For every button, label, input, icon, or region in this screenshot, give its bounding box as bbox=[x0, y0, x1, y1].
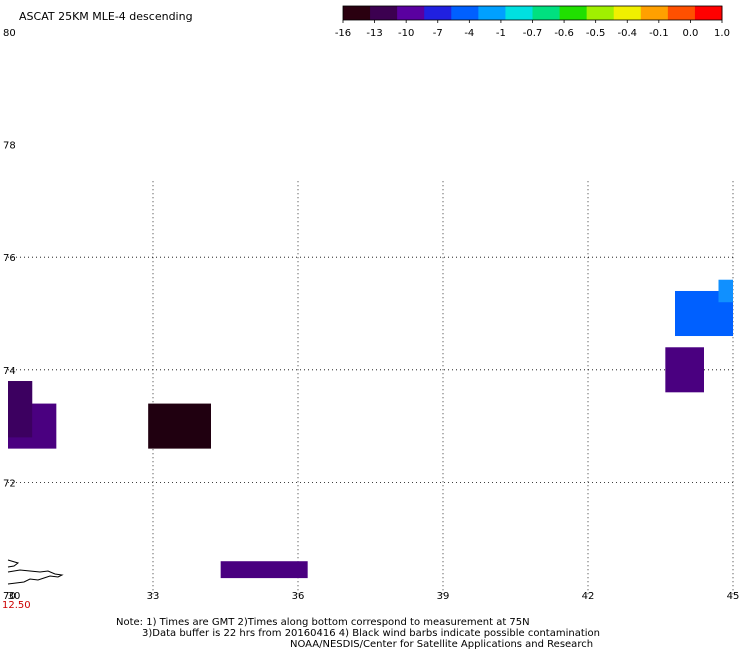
colorbar-segment bbox=[667, 6, 696, 20]
latitude-label: 76 bbox=[3, 253, 16, 264]
latitude-labels: 80 78 76 74 72 70 bbox=[3, 28, 16, 602]
longitude-label: 42 bbox=[582, 591, 595, 602]
longitude-label: 39 bbox=[437, 591, 450, 602]
colorbar-tick-label: -4 bbox=[464, 28, 474, 39]
colorbar-segment bbox=[532, 6, 561, 20]
colorbar-tick-labels: -16 -13 -10 -7 -4 -1 -0.7 -0.6 -0.5 -0.4 -0.1 0.0 1.… bbox=[335, 20, 730, 39]
colorbar-tick-label: -0.7 bbox=[523, 28, 543, 39]
colorbar-tick-label: 1.0 bbox=[714, 28, 730, 39]
coastline bbox=[7, 559, 64, 585]
latitude-label: 78 bbox=[3, 141, 16, 152]
data-cells bbox=[8, 279, 733, 579]
longitude-label: 33 bbox=[147, 591, 160, 602]
colorbar-segment bbox=[694, 6, 723, 20]
longitude-labels: 30 33 36 39 42 45 bbox=[8, 591, 740, 602]
note-line-3: NOAA/NESDIS/Center for Satellite Applica… bbox=[290, 639, 594, 650]
colorbar-segment bbox=[640, 6, 669, 20]
lat-lon-grid bbox=[8, 181, 734, 595]
note-line-2: 3)Data buffer is 22 hrs from 20160416 4)… bbox=[142, 628, 600, 639]
colorbar-segment bbox=[586, 6, 615, 20]
colorbar-tick-label: -7 bbox=[433, 28, 443, 39]
colorbar bbox=[342, 5, 723, 21]
colorbar-segment bbox=[397, 6, 425, 20]
colorbar-segment bbox=[424, 6, 452, 20]
colorbar-tick-label: -0.5 bbox=[586, 28, 606, 39]
colorbar-tick-label: -10 bbox=[398, 28, 414, 39]
plot-title: ASCAT 25KM MLE-4 descending bbox=[19, 10, 193, 23]
latitude-label: 72 bbox=[3, 478, 16, 489]
colorbar-tick-label: -0.1 bbox=[649, 28, 669, 39]
time-label: 12.50 bbox=[2, 600, 31, 611]
longitude-label: 45 bbox=[727, 591, 740, 602]
data-cell bbox=[718, 279, 733, 303]
colorbar-segment bbox=[370, 6, 398, 20]
colorbar-segment bbox=[343, 6, 371, 20]
latitude-label: 70 bbox=[3, 591, 16, 602]
colorbar-segment bbox=[505, 6, 533, 20]
data-cell bbox=[148, 403, 211, 449]
latitude-label: 80 bbox=[3, 28, 16, 39]
colorbar-segment bbox=[559, 6, 588, 20]
data-cell bbox=[220, 561, 308, 579]
colorbar-tick-label: 0.0 bbox=[682, 28, 698, 39]
colorbar-tick-label: -0.4 bbox=[617, 28, 637, 39]
longitude-label: 30 bbox=[8, 591, 21, 602]
colorbar-segment bbox=[613, 6, 642, 20]
colorbar-tick-label: -13 bbox=[366, 28, 382, 39]
colorbar-tick-label: -16 bbox=[335, 28, 351, 39]
data-cell bbox=[8, 381, 33, 438]
longitude-label: 36 bbox=[292, 591, 305, 602]
colorbar-tick-label: -0.6 bbox=[554, 28, 574, 39]
colorbar-segment bbox=[478, 6, 506, 20]
colorbar-segment bbox=[451, 6, 479, 20]
note-line-1: Note: 1) Times are GMT 2)Times along bot… bbox=[116, 617, 530, 628]
latitude-label: 74 bbox=[3, 366, 16, 377]
colorbar-tick-label: -1 bbox=[496, 28, 506, 39]
data-cell bbox=[665, 347, 704, 393]
